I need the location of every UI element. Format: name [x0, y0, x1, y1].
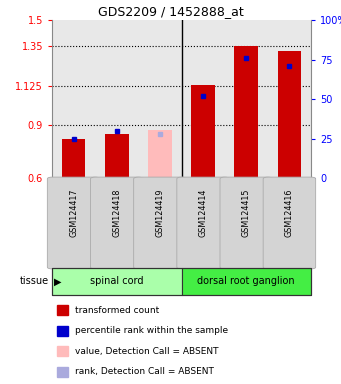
FancyBboxPatch shape	[263, 177, 316, 269]
Text: GSM124415: GSM124415	[242, 189, 251, 237]
Text: spinal cord: spinal cord	[90, 276, 144, 286]
Bar	[105, 134, 129, 178]
Text: transformed count: transformed count	[75, 306, 159, 315]
Text: GSM124416: GSM124416	[285, 189, 294, 237]
Text: tissue: tissue	[19, 276, 48, 286]
Bar	[191, 85, 215, 178]
Text: ▶: ▶	[54, 276, 61, 286]
FancyBboxPatch shape	[90, 177, 143, 269]
FancyBboxPatch shape	[134, 177, 186, 269]
Text: GDS2209 / 1452888_at: GDS2209 / 1452888_at	[98, 5, 243, 18]
Bar	[278, 51, 301, 178]
Text: dorsal root ganglion: dorsal root ganglion	[197, 276, 295, 286]
Bar	[57, 346, 68, 356]
Text: GSM124418: GSM124418	[112, 189, 121, 237]
Text: GSM124414: GSM124414	[198, 189, 208, 237]
FancyBboxPatch shape	[177, 177, 229, 269]
Bar	[234, 46, 258, 178]
Bar	[62, 139, 86, 178]
Text: rank, Detection Call = ABSENT: rank, Detection Call = ABSENT	[75, 367, 214, 376]
Bar	[57, 326, 68, 336]
Text: percentile rank within the sample: percentile rank within the sample	[75, 326, 228, 335]
Bar	[181, 268, 311, 295]
Bar	[52, 268, 181, 295]
Text: GSM124419: GSM124419	[155, 189, 164, 237]
Bar	[57, 305, 68, 315]
Bar	[148, 130, 172, 178]
FancyBboxPatch shape	[220, 177, 272, 269]
Text: value, Detection Call = ABSENT: value, Detection Call = ABSENT	[75, 347, 219, 356]
Text: GSM124417: GSM124417	[69, 189, 78, 237]
Bar	[57, 367, 68, 377]
FancyBboxPatch shape	[47, 177, 100, 269]
